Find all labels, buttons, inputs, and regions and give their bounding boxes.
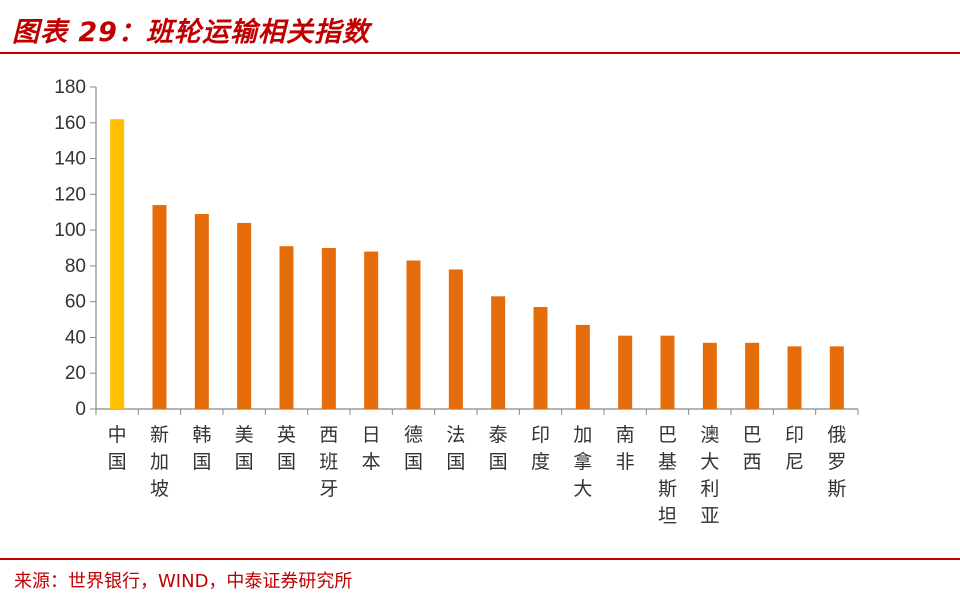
y-tick-labels: 0 20 40 60 80 100 120 140 160 180 bbox=[54, 77, 86, 420]
x-tick-label: 巴西 bbox=[743, 424, 762, 473]
x-tick-label: 中国 bbox=[108, 424, 127, 473]
x-tick-label: 日本 bbox=[362, 424, 381, 473]
bar-美国 bbox=[237, 222, 252, 409]
y-tick-label: 20 bbox=[65, 363, 86, 384]
y-tick-label: 160 bbox=[54, 113, 86, 134]
bar-印尼 bbox=[787, 346, 802, 409]
bar-韩国 bbox=[194, 214, 209, 409]
bar-英国 bbox=[279, 246, 294, 409]
bar-新加坡 bbox=[152, 205, 167, 409]
chart-bars bbox=[110, 119, 844, 409]
x-tick-label: 新加坡 bbox=[150, 424, 169, 500]
y-tick-label: 120 bbox=[54, 184, 86, 205]
bar-西班牙 bbox=[321, 248, 336, 409]
bar-俄罗斯 bbox=[829, 346, 844, 409]
bar-印度 bbox=[533, 307, 548, 409]
source-note: 来源：世界银行，WIND，中泰证券研究所 bbox=[14, 571, 353, 592]
x-tick-label: 印度 bbox=[531, 424, 550, 473]
x-tick-label: 西班牙 bbox=[319, 424, 338, 500]
title-divider bbox=[0, 52, 960, 54]
x-tick-label: 美国 bbox=[235, 424, 254, 473]
chart-axes bbox=[90, 86, 859, 415]
y-tick-label: 140 bbox=[54, 149, 86, 170]
bar-巴基斯坦 bbox=[660, 335, 675, 409]
y-tick-label: 80 bbox=[65, 256, 86, 277]
bar-南非 bbox=[618, 335, 633, 409]
bar-加拿大 bbox=[575, 324, 590, 409]
x-tick-label: 南非 bbox=[616, 424, 635, 473]
page-title: 图表 29：班轮运输相关指数 bbox=[12, 17, 370, 48]
x-tick-label: 泰国 bbox=[489, 424, 508, 473]
y-tick-label: 40 bbox=[65, 327, 86, 348]
y-tick-label: 0 bbox=[75, 399, 86, 420]
x-tick-label: 英国 bbox=[277, 424, 296, 473]
y-tick-label: 100 bbox=[54, 220, 86, 241]
x-tick-label: 韩国 bbox=[192, 424, 211, 473]
bar-巴西 bbox=[745, 342, 760, 409]
bar-日本 bbox=[364, 251, 379, 409]
x-tick-label: 俄罗斯 bbox=[827, 424, 846, 500]
bar-中国 bbox=[110, 119, 125, 409]
bar-法国 bbox=[448, 269, 463, 409]
x-tick-label: 德国 bbox=[404, 424, 423, 473]
x-tick-label: 巴基斯坦 bbox=[658, 424, 677, 527]
x-tick-label: 印尼 bbox=[785, 424, 804, 473]
bar-澳大利亚 bbox=[702, 342, 717, 409]
x-tick-label: 加拿大 bbox=[573, 424, 592, 500]
x-tick-label: 法国 bbox=[446, 424, 465, 473]
y-tick-label: 60 bbox=[65, 292, 86, 313]
bar-泰国 bbox=[491, 296, 506, 409]
bar-德国 bbox=[406, 260, 421, 409]
footer-divider bbox=[0, 558, 960, 560]
y-tick-label: 180 bbox=[54, 77, 86, 98]
x-tick-label: 澳大利亚 bbox=[700, 424, 719, 527]
